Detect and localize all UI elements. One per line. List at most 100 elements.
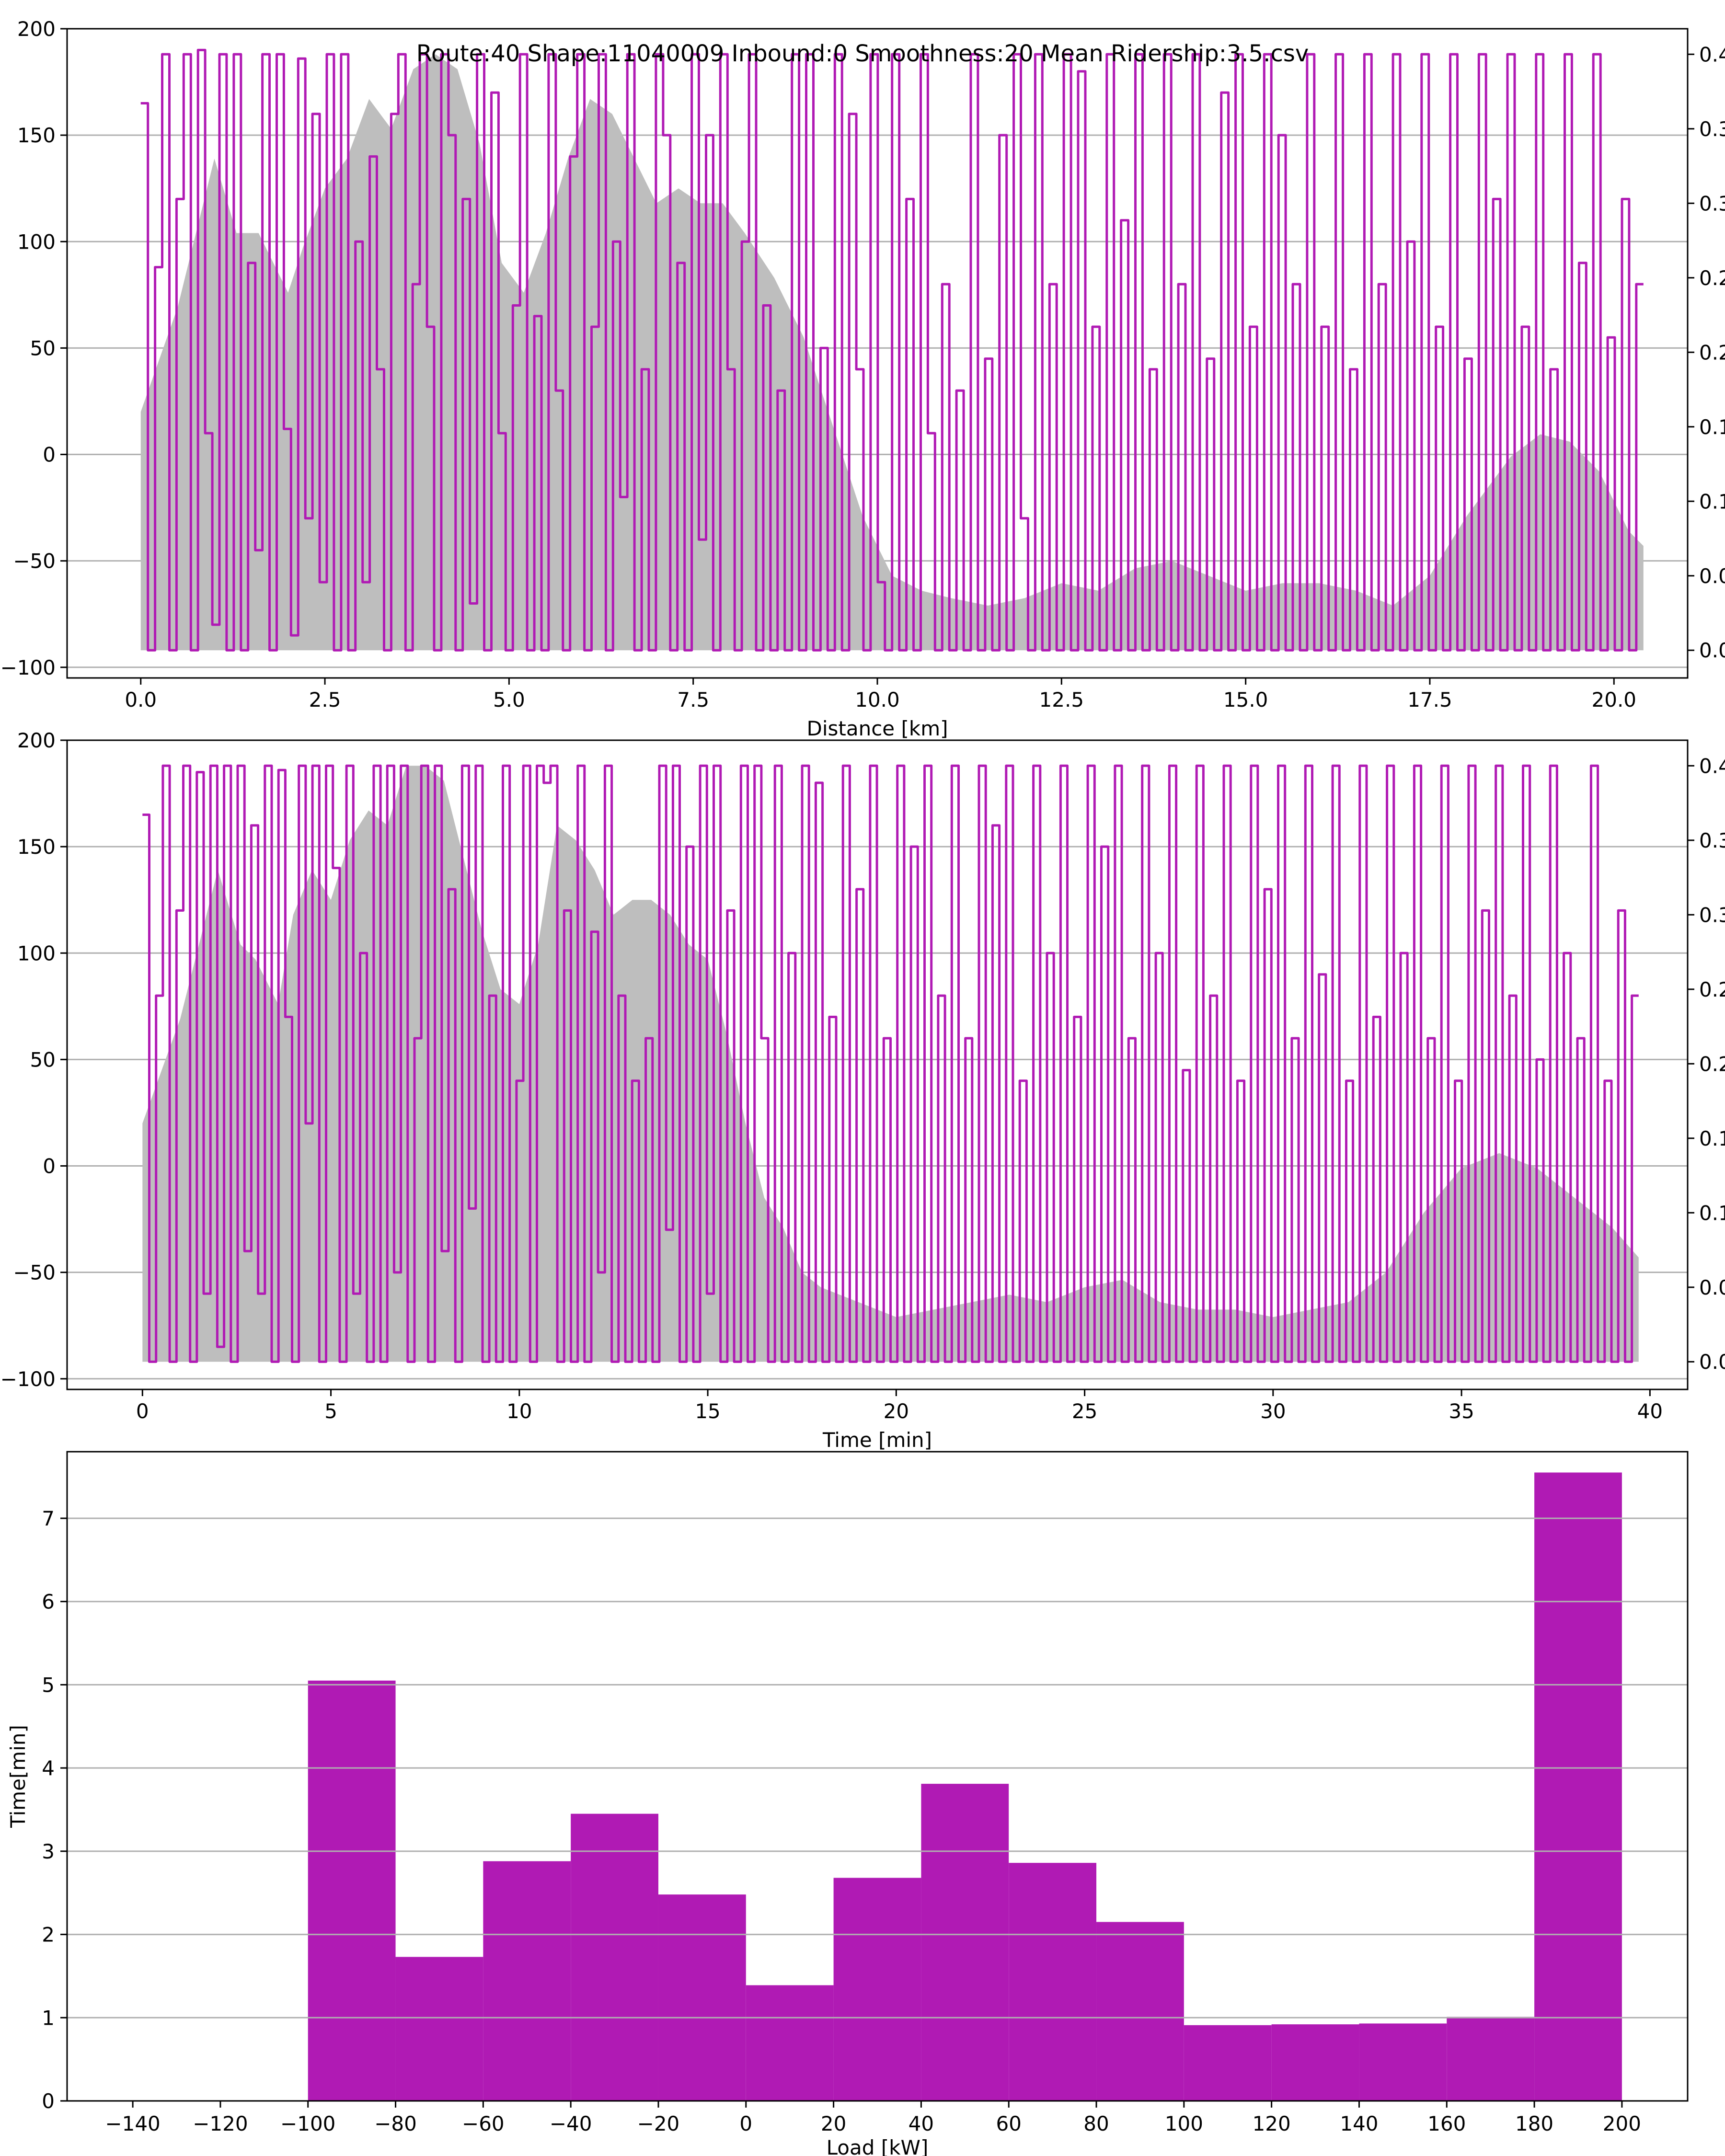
histogram-bar [833,1878,921,2101]
x-tick-label: 80 [1083,2112,1109,2135]
panel-histogram: −140 −120 −100 −80 −60 −40 −20 0 20 40 60 80 100 120 1… [6,1451,1689,2156]
right-y-tick-label: 0.0 [1699,564,1725,588]
x-tick-label: 180 [1515,2112,1553,2135]
right-y-tick-label: 0.2 [1699,1052,1725,1076]
right-y-tick-label: 0.0 [1699,639,1725,662]
y-tick-label: 2 [42,1923,55,1947]
x-tick-label: 15.0 [1223,688,1268,711]
x-tick-label: 15 [695,1399,720,1423]
y-axis-label: Time[min] [6,1725,30,1828]
histogram-bar [1271,2024,1359,2101]
x-tick-label: 17.5 [1407,688,1452,711]
right-y-tick-label: 0.3 [1699,829,1725,852]
x-tick-label: 10 [506,1399,532,1423]
y-tick-label: 5 [42,1673,55,1697]
y-tick-label: 3 [42,1840,55,1863]
histogram-bar [1447,2017,1535,2101]
histogram-bar [1534,1472,1622,2101]
y-tick-label: 200 [17,17,56,41]
right-y-tick-label: 0.1 [1699,1127,1725,1150]
histogram-bar [658,1894,746,2101]
histogram-bar [921,1784,1009,2101]
y-tick-label: 4 [42,1756,55,1780]
x-tick-label: 35 [1449,1399,1474,1423]
x-tick-label: −40 [550,2112,592,2135]
histogram-bar [1184,2025,1272,2101]
figure-title: Route:40 Shape:11040009 Inbound:0 Smooth… [416,40,1309,67]
right-y-tick-label: 0.2 [1699,266,1725,290]
histogram-bar [395,1957,483,2101]
right-y-tick-label: 0.2 [1699,341,1725,364]
x-tick-label: 5 [324,1399,337,1423]
right-y-tick-label: 0.0 [1699,1276,1725,1299]
y-tick-label: 100 [17,230,56,253]
x-axis-label: Time [min] [822,1428,932,1452]
histogram-bar [483,1861,571,2101]
x-tick-label: −120 [193,2112,248,2135]
right-y-tick-label: 0.1 [1699,490,1725,513]
x-tick-label: −100 [280,2112,335,2135]
x-axis-label: Distance [km] [806,717,948,740]
x-tick-label: 20 [821,2112,846,2135]
right-y-tick-label: 0.1 [1699,1201,1725,1225]
y-tick-label: 100 [17,941,56,965]
x-tick-label: 25 [1072,1399,1097,1423]
y-tick-label: 150 [17,835,56,859]
panel-time: 0 5 10 15 20 25 30 35 40 −100 −50 0 50 100 150 200 0.0 0.… [0,729,1725,1452]
y-tick-label: 6 [42,1590,55,1614]
right-y-tick-label: 0.3 [1699,192,1725,215]
x-tick-label: 40 [1637,1399,1663,1423]
y-tick-label: 150 [17,124,56,147]
y-tick-label: 50 [30,1048,56,1071]
plot-frame [66,739,1689,1390]
histogram-bar [571,1813,658,2101]
histogram-bar [1009,1863,1097,2101]
load-line [140,48,1644,652]
x-tick-label: 40 [908,2112,934,2135]
x-tick-label: 30 [1260,1399,1286,1423]
x-tick-label: 20 [884,1399,909,1423]
right-y-tick-label: 0.3 [1699,117,1725,141]
x-tick-label: −20 [637,2112,680,2135]
right-y-tick-label: 0.3 [1699,903,1725,927]
x-tick-label: 5.0 [493,688,525,711]
right-y-tick-label: 0.4 [1699,43,1725,66]
x-tick-label: 120 [1253,2112,1291,2135]
histogram-bar [308,1680,396,2101]
x-tick-label: 2.5 [309,688,341,711]
x-tick-label: −80 [374,2112,417,2135]
panel-distance: 0.0 2.5 5.0 7.5 10.0 12.5 15.0 17.5 20.0 −100 −50 0… [0,17,1725,740]
y-tick-label: −50 [13,550,56,573]
elevation-area [140,54,1644,651]
y-tick-label: 50 [30,336,56,360]
y-tick-label: 0 [43,443,56,467]
x-tick-label: −60 [462,2112,505,2135]
y-tick-label: 0 [43,1155,56,1178]
x-tick-label: 20.0 [1592,688,1637,711]
x-tick-label: 7.5 [677,688,709,711]
y-tick-label: 7 [42,1507,55,1530]
x-tick-label: 0 [136,1399,149,1423]
load-line [142,764,1639,1363]
x-tick-label: 140 [1340,2112,1378,2135]
x-tick-label: 200 [1603,2112,1641,2135]
y-tick-label: 1 [42,2006,55,2030]
x-tick-label: 10.0 [855,688,900,711]
x-axis-label: Load [kW] [827,2136,929,2156]
y-tick-label: 200 [17,729,56,752]
x-tick-label: −140 [105,2112,160,2135]
y-tick-label: −100 [0,1367,56,1391]
y-tick-label: −50 [13,1261,56,1284]
x-tick-label: 12.5 [1039,688,1084,711]
right-y-tick-label: 0.2 [1699,978,1725,1001]
histogram-bar [746,1985,834,2101]
y-tick-label: −100 [0,656,56,679]
x-tick-label: 0.0 [125,688,157,711]
y-tick-label: 0 [42,2089,55,2113]
x-tick-label: 100 [1165,2112,1203,2135]
histogram-bar [1359,2023,1447,2101]
x-tick-label: 160 [1427,2112,1466,2135]
plot-frame [66,1451,1689,2102]
right-y-tick-label: 0.0 [1699,1350,1725,1374]
